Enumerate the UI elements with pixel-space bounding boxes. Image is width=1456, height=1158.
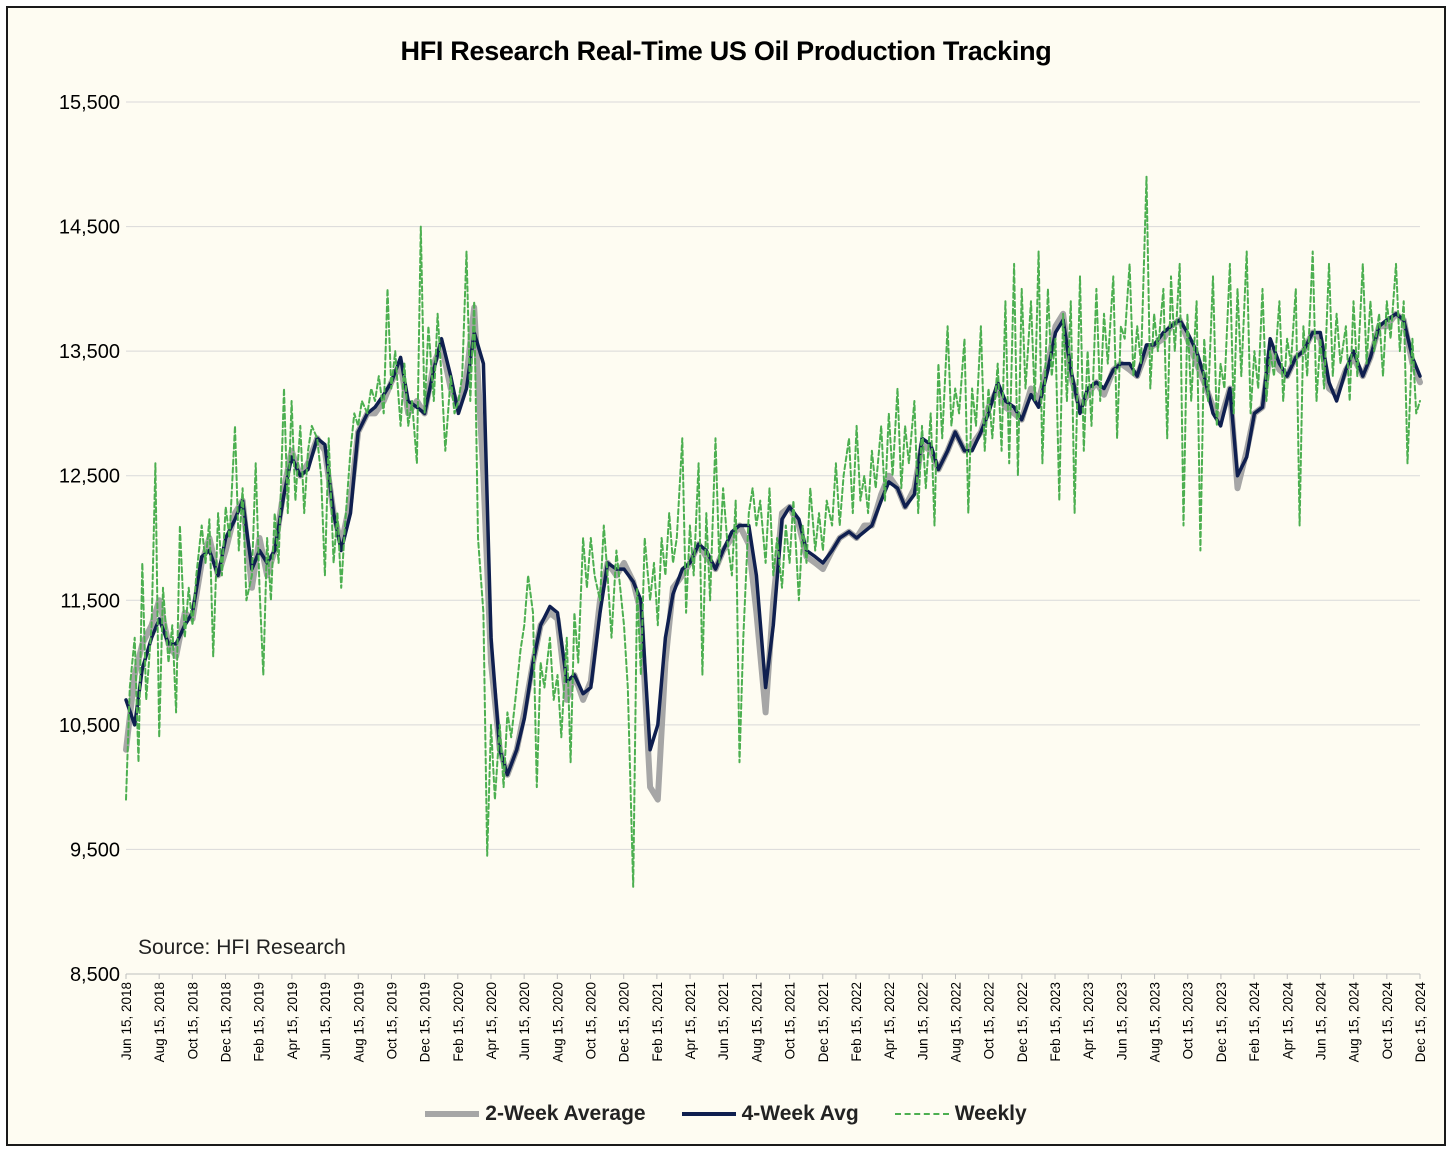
chart-plot: 8,500 9,500 10,500 11,500 12,500 13,500 14,500… xyxy=(59,92,1428,1063)
legend-swatch-2-week-average xyxy=(425,1111,480,1117)
x-tick-label: Oct 15, 2018 xyxy=(185,982,200,1059)
x-tick-label: Apr 15, 2023 xyxy=(1081,982,1096,1059)
x-tick-label: Apr 15, 2019 xyxy=(285,982,300,1059)
x-tick-label: Jun 15, 2021 xyxy=(716,982,731,1060)
x-tick-label: Apr 15, 2022 xyxy=(882,982,897,1059)
y-tick-label: 10,500 xyxy=(59,715,120,737)
x-tick-label: Oct 15, 2023 xyxy=(1181,982,1196,1059)
x-tick-label: Oct 15, 2019 xyxy=(384,982,399,1059)
x-tick-label: Jun 15, 2022 xyxy=(915,982,930,1060)
series-line-4-week-avg xyxy=(124,312,1422,777)
legend-label-2-week-average: 2-Week Average xyxy=(485,1102,646,1125)
x-tick-label: Jun 15, 2019 xyxy=(318,982,333,1060)
x-tick-label: Apr 15, 2024 xyxy=(1280,982,1295,1060)
x-tick-label: Feb 15, 2019 xyxy=(252,982,267,1062)
x-tick-label: Oct 15, 2021 xyxy=(783,982,798,1059)
x-tick-label: Jun 15, 2018 xyxy=(119,982,134,1060)
x-tick-label: Aug 15, 2024 xyxy=(1347,982,1362,1063)
x-tick-label: Aug 15, 2023 xyxy=(1148,982,1163,1062)
x-tick-label: Feb 15, 2024 xyxy=(1247,982,1262,1062)
x-tick-label: Dec 15, 2021 xyxy=(816,982,831,1062)
x-tick-label: Feb 15, 2023 xyxy=(1048,982,1063,1062)
x-tick-label: Aug 15, 2018 xyxy=(152,982,167,1062)
x-tick-label: Dec 15, 2019 xyxy=(418,982,433,1062)
x-tick-label: Jun 15, 2020 xyxy=(517,982,532,1060)
legend-item-2-week-average: 2-Week Average xyxy=(425,1102,646,1126)
x-tick-label: Feb 15, 2021 xyxy=(650,982,665,1062)
x-tick-label: Apr 15, 2020 xyxy=(484,982,499,1059)
y-tick-label: 15,500 xyxy=(59,92,120,114)
x-tick-label: Aug 15, 2022 xyxy=(948,982,963,1062)
source-annotation: Source: HFI Research xyxy=(138,936,346,959)
legend-label-weekly: Weekly xyxy=(954,1102,1027,1125)
legend: 2-Week Average 4-Week Avg Weekly xyxy=(8,1102,1444,1126)
series-line-weekly xyxy=(125,175,1421,888)
y-tick-label: 9,500 xyxy=(70,839,120,861)
x-tick-label: Jun 15, 2024 xyxy=(1313,982,1328,1061)
y-tick-label: 13,500 xyxy=(59,341,120,363)
x-tick-label: Dec 15, 2020 xyxy=(617,982,632,1062)
series-line-2-week-average xyxy=(123,304,1423,803)
legend-label-4-week-avg: 4-Week Avg xyxy=(741,1102,859,1125)
x-tick-label: Aug 15, 2020 xyxy=(550,982,565,1062)
x-tick-label: Aug 15, 2021 xyxy=(749,982,764,1062)
legend-swatch-weekly xyxy=(894,1113,949,1115)
chart-title: HFI Research Real-Time US Oil Production… xyxy=(400,36,1052,66)
y-tick-label: 8,500 xyxy=(70,964,120,986)
legend-item-weekly: Weekly xyxy=(894,1102,1027,1126)
x-tick-label: Aug 15, 2019 xyxy=(351,982,366,1062)
x-tick-label: Jun 15, 2023 xyxy=(1114,982,1129,1060)
x-tick-label: Dec 15, 2023 xyxy=(1214,982,1229,1062)
x-tick-label: Feb 15, 2022 xyxy=(849,982,864,1062)
legend-swatch-4-week-avg xyxy=(681,1112,736,1116)
legend-item-4-week-avg: 4-Week Avg xyxy=(681,1102,859,1126)
chart-frame: HFI Research Real-Time US Oil Production… xyxy=(6,6,1446,1146)
y-tick-label: 14,500 xyxy=(59,217,120,239)
x-tick-label: Apr 15, 2021 xyxy=(683,982,698,1059)
x-tick-label: Oct 15, 2020 xyxy=(584,982,599,1059)
x-tick-label: Feb 15, 2020 xyxy=(451,982,466,1062)
y-tick-label: 12,500 xyxy=(59,466,120,488)
x-tick-label: Dec 15, 2018 xyxy=(219,982,234,1062)
x-tick-label: Dec 15, 2022 xyxy=(1015,982,1030,1062)
x-tick-label: Oct 15, 2024 xyxy=(1380,982,1395,1060)
x-tick-label: Oct 15, 2022 xyxy=(982,982,997,1059)
x-tick-label: Dec 15, 2024 xyxy=(1413,982,1428,1063)
y-tick-label: 11,500 xyxy=(60,590,120,612)
